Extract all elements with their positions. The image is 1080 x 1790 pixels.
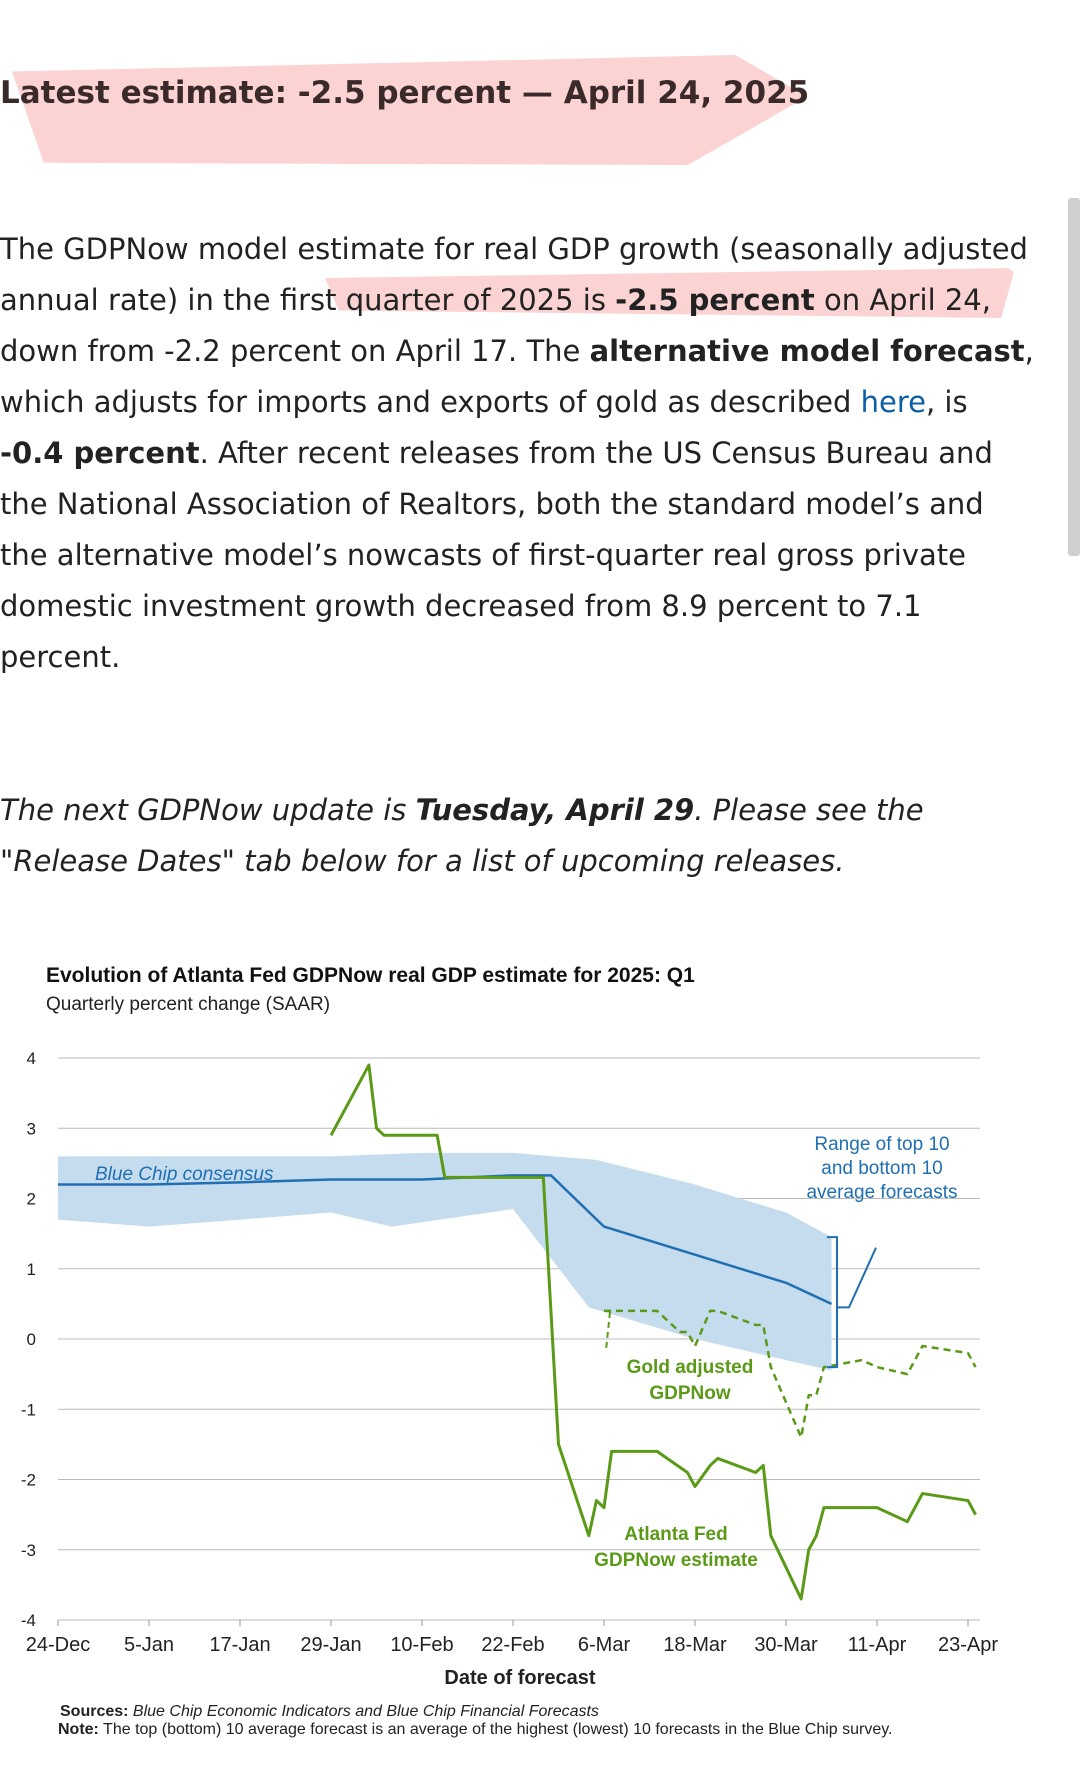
y-tick-label: 2: [27, 1190, 36, 1209]
estimate-paragraph: The GDPNow model estimate for real GDP g…: [0, 224, 1040, 683]
next-update-note: The next GDPNow update is Tuesday, April…: [0, 785, 1040, 887]
chart-series: [58, 1063, 977, 1601]
gold-adjusted-label: GDPNow: [649, 1383, 731, 1404]
scrollbar[interactable]: [1068, 198, 1080, 556]
range-band: [58, 1152, 832, 1371]
paragraph-text: , is: [925, 385, 968, 419]
chart-title: Evolution of Atlanta Fed GDPNow real GDP…: [46, 964, 695, 987]
x-tick-label: 17-Jan: [209, 1634, 270, 1656]
next-update-date: Tuesday, April 29: [415, 793, 695, 827]
gdpnow-estimate-line: [329, 1063, 977, 1601]
y-tick-label: -4: [21, 1611, 36, 1630]
x-tick-label: 5-Jan: [124, 1634, 174, 1656]
blue-chip-label: Blue Chip consensus: [95, 1164, 274, 1185]
paragraph-text: on April 24, down from -2.2 percent on A…: [0, 283, 991, 368]
x-tick-label: 10-Feb: [390, 1634, 453, 1656]
x-tick-label: 23-Apr: [938, 1634, 998, 1656]
x-tick-label: 11-Apr: [848, 1634, 907, 1656]
x-tick-label: 6-Mar: [578, 1634, 631, 1656]
y-tick-label: 4: [27, 1049, 36, 1068]
gold-label-pointer: [605, 1311, 611, 1351]
y-tick-label: -3: [21, 1541, 36, 1560]
estimate-value: -2.5 percent: [615, 283, 815, 317]
chart-annotations: Blue Chip consensus Range of top 10 and bo…: [95, 1134, 958, 1571]
here-link[interactable]: here: [860, 385, 926, 419]
gold-adjusted-label: Gold adjusted: [627, 1357, 754, 1378]
latest-estimate-headline: Latest estimate: -2.5 percent — April 24…: [0, 75, 810, 111]
y-tick-label: -2: [21, 1471, 36, 1490]
gdpnow-estimate-label: Atlanta Fed: [624, 1524, 727, 1545]
headline-highlight: [12, 55, 807, 165]
chart-note: Note: The top (bottom) 10 average foreca…: [58, 1721, 893, 1738]
forecast-range-band: [58, 1152, 832, 1371]
alternative-model-label: alternative model forecast: [589, 334, 1025, 368]
gold-adjusted-line: [604, 1309, 977, 1439]
alternative-value: -0.4 percent: [0, 436, 200, 470]
x-tick-label: 29-Jan: [300, 1634, 361, 1656]
range-label: and bottom 10: [821, 1158, 942, 1179]
y-tick-label: 1: [27, 1260, 36, 1279]
next-update-text: The next GDPNow update is: [0, 793, 416, 827]
x-tick-label: 22-Feb: [481, 1634, 544, 1656]
blue-chip-consensus-line: [58, 1174, 833, 1306]
next-update-text: . Please see the "Release Dates" tab bel…: [0, 793, 924, 878]
y-tick-label: 0: [27, 1330, 36, 1349]
range-bracket: [827, 1236, 838, 1369]
x-axis-label: Date of forecast: [444, 1667, 595, 1689]
y-tick-label: -1: [21, 1400, 36, 1419]
range-label: Range of top 10: [814, 1134, 949, 1155]
sources-note: Sources: Blue Chip Economic Indicators a…: [60, 1703, 599, 1720]
x-tick-label: 18-Mar: [663, 1634, 727, 1656]
y-axis: 4 3 2 1 0 -1 -2 -3 -4: [21, 1049, 36, 1630]
paragraph-text: , which adjusts for imports and exports …: [0, 334, 1034, 419]
y-tick-label: 3: [27, 1119, 36, 1138]
x-axis: 24-Dec 5-Jan 17-Jan 29-Jan 10-Feb 22-Feb 6-Mar…: [26, 1619, 998, 1656]
range-pointer: [837, 1247, 877, 1309]
paragraph-text: . After recent releases from the US Cens…: [0, 436, 993, 674]
x-tick-label: 24-Dec: [26, 1634, 90, 1656]
x-tick-label: 30-Mar: [754, 1634, 818, 1656]
gdpnow-chart: Evolution of Atlanta Fed GDPNow real GDP…: [21, 964, 998, 1738]
paragraph-text: The GDPNow model estimate for real GDP g…: [0, 232, 1028, 317]
sentence-highlight: [325, 268, 1015, 318]
chart-subtitle: Quarterly percent change (SAAR): [46, 994, 330, 1015]
range-label: average forecasts: [806, 1182, 957, 1203]
gdpnow-estimate-label: GDPNow estimate: [594, 1550, 758, 1571]
